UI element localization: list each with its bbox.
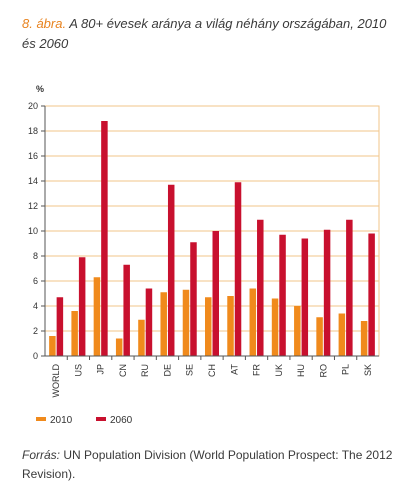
y-tick-label: 16 bbox=[28, 151, 38, 161]
bar-2060-SE bbox=[190, 242, 197, 356]
x-tick-label: RU bbox=[140, 364, 150, 377]
bar-2010-UK bbox=[271, 298, 279, 356]
x-tick-label: JP bbox=[96, 364, 106, 375]
y-tick-label: 4 bbox=[33, 301, 38, 311]
legend-label-2060: 2060 bbox=[110, 415, 133, 426]
bar-2060-AT bbox=[234, 182, 242, 356]
bar-2060-WORLD bbox=[56, 297, 64, 356]
y-tick-label: 10 bbox=[28, 226, 38, 236]
y-tick-label: 0 bbox=[33, 351, 38, 361]
bar-2060-DE bbox=[167, 184, 175, 356]
x-tick-label: SE bbox=[185, 364, 195, 376]
y-tick-label: 8 bbox=[33, 251, 38, 261]
x-tick-label: PL bbox=[341, 364, 351, 375]
x-tick-label: SK bbox=[363, 364, 373, 376]
figure-number: 8. ábra. bbox=[22, 16, 67, 31]
bar-2010-RO bbox=[316, 317, 323, 356]
legend-item-2060: 2060 bbox=[96, 415, 132, 426]
bar-2010-CH bbox=[205, 297, 212, 356]
y-tick-label: 20 bbox=[28, 101, 38, 111]
x-tick-label: HU bbox=[296, 364, 306, 377]
bar-2060-UK bbox=[279, 234, 286, 356]
bar-2010-CN bbox=[115, 338, 123, 356]
bar-2060-JP bbox=[101, 121, 108, 356]
source-text: UN Population Division (World Population… bbox=[22, 448, 393, 481]
bar-2060-FR bbox=[257, 219, 264, 356]
bar-chart: % 0 2 4 6 8 10 12 14 16 18 20 WORLD US JP CN RU DE SE CH AT… bbox=[28, 84, 380, 398]
bar-2010-HU bbox=[294, 306, 301, 356]
x-tick-label: AT bbox=[229, 364, 239, 375]
y-tick-label: 2 bbox=[33, 326, 38, 336]
source-note: Forrás: UN Population Division (World Po… bbox=[22, 446, 397, 484]
y-tick-label: 18 bbox=[28, 126, 38, 136]
bar-2060-PL bbox=[346, 219, 353, 356]
source-label: Forrás: bbox=[22, 448, 61, 462]
x-tick-label: FR bbox=[252, 364, 262, 376]
bar-2010-SK bbox=[360, 321, 368, 356]
x-tick-label: DE bbox=[162, 364, 172, 377]
x-tick-label: UK bbox=[274, 364, 284, 377]
bar-2010-AT bbox=[227, 296, 234, 356]
y-tick-label: 12 bbox=[28, 201, 38, 211]
x-tick-label: US bbox=[73, 364, 83, 377]
figure-title: A 80+ évesek aránya a világ néhány orszá… bbox=[22, 16, 387, 51]
x-tick-label: CH bbox=[207, 364, 217, 377]
x-tick-label: WORLD bbox=[51, 364, 61, 398]
y-tick-label: 14 bbox=[28, 176, 38, 186]
bar-2010-JP bbox=[93, 277, 101, 356]
bar-2010-SE bbox=[182, 289, 190, 356]
x-tick-label: RO bbox=[318, 364, 328, 378]
bar-2060-CH bbox=[212, 231, 219, 356]
bar-2060-SK bbox=[368, 233, 375, 356]
legend-swatch-2060 bbox=[96, 417, 106, 422]
bar-2010-DE bbox=[160, 292, 167, 356]
y-axis-label: % bbox=[36, 84, 44, 94]
legend-item-2010: 2010 bbox=[36, 415, 72, 426]
bar-2010-PL bbox=[338, 313, 346, 356]
bar-2010-FR bbox=[249, 288, 257, 356]
legend-swatch-2010 bbox=[36, 417, 46, 422]
bar-2010-US bbox=[71, 311, 78, 356]
y-tick-label: 6 bbox=[33, 276, 38, 286]
bar-2060-RU bbox=[145, 288, 153, 356]
bar-2010-RU bbox=[138, 319, 145, 356]
bar-2060-CN bbox=[123, 264, 130, 356]
figure-caption: 8. ábra. A 80+ évesek aránya a világ néh… bbox=[22, 14, 392, 54]
bar-2060-RO bbox=[323, 229, 331, 356]
bar-2060-HU bbox=[301, 238, 309, 356]
bar-2010-WORLD bbox=[49, 336, 56, 356]
legend-label-2010: 2010 bbox=[50, 415, 73, 426]
x-tick-label: CN bbox=[118, 364, 128, 377]
bar-2060-US bbox=[78, 257, 86, 356]
